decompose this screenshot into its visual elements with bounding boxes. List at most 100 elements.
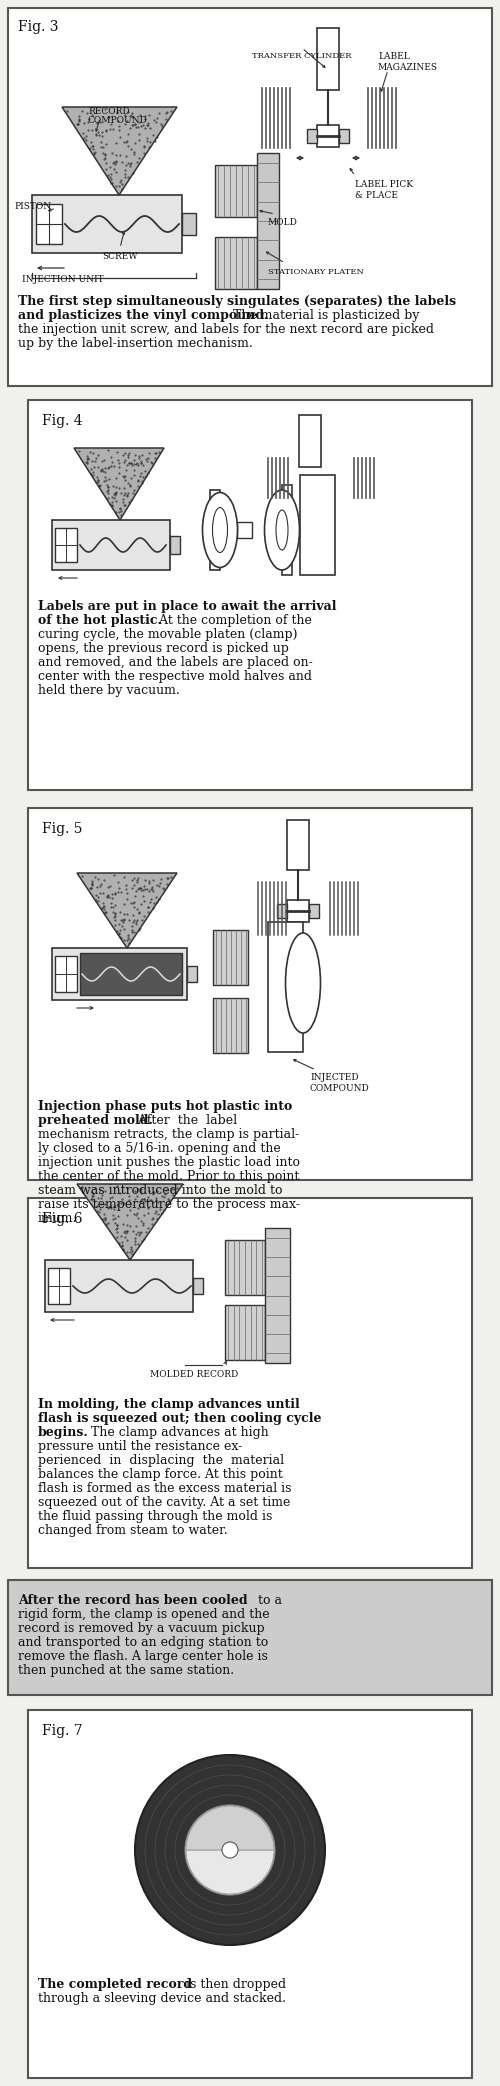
Text: The material is plasticized by: The material is plasticized by	[229, 309, 420, 321]
Text: MOLDED RECORD: MOLDED RECORD	[150, 1371, 238, 1379]
Bar	[317, 27, 339, 90]
Text: flash is squeezed out; then cooling cycle: flash is squeezed out; then cooling cycl…	[38, 1412, 322, 1425]
Text: Fig. 4: Fig. 4	[42, 413, 82, 428]
Text: ly closed to a 5/16-in. opening and the: ly closed to a 5/16-in. opening and the	[38, 1141, 281, 1156]
Text: LABEL
MAGAZINES: LABEL MAGAZINES	[378, 52, 438, 71]
Bar	[28, 807, 472, 1181]
Bar	[300, 476, 335, 576]
Ellipse shape	[264, 490, 300, 569]
Text: COMPOUND: COMPOUND	[88, 117, 148, 125]
Text: Labels are put in place to await the arrival: Labels are put in place to await the arr…	[38, 601, 337, 613]
Bar	[55, 528, 77, 561]
Bar	[28, 401, 472, 791]
Text: of the hot plastic.: of the hot plastic.	[38, 613, 162, 628]
Ellipse shape	[212, 507, 228, 553]
Text: changed from steam to water.: changed from steam to water.	[38, 1525, 228, 1537]
Bar	[182, 213, 196, 236]
Bar	[215, 238, 257, 290]
Bar	[213, 930, 248, 985]
Bar	[28, 1197, 472, 1569]
Bar	[282, 486, 292, 576]
Bar	[317, 125, 339, 146]
Bar	[265, 1229, 290, 1362]
Text: TRANSFER CYLINDER: TRANSFER CYLINDER	[252, 52, 352, 60]
Text: steam was introduced into the mold to: steam was introduced into the mold to	[38, 1185, 282, 1197]
Text: rigid form, the clamp is opened and the: rigid form, the clamp is opened and the	[18, 1608, 270, 1621]
Bar	[339, 129, 349, 144]
Bar	[170, 536, 180, 555]
Bar	[277, 903, 287, 918]
Bar	[48, 1268, 70, 1304]
Bar	[52, 519, 170, 569]
Ellipse shape	[202, 492, 237, 567]
Text: remove the flash. A large center hole is: remove the flash. A large center hole is	[18, 1650, 268, 1663]
Bar	[287, 899, 309, 922]
Text: is then dropped: is then dropped	[182, 1978, 286, 1990]
Text: PISTON: PISTON	[14, 202, 51, 211]
Circle shape	[135, 1754, 325, 1944]
Text: to a: to a	[254, 1594, 282, 1606]
Text: STATIONARY PLATEN: STATIONARY PLATEN	[268, 267, 364, 275]
Bar	[257, 152, 279, 290]
Text: MOLD: MOLD	[268, 219, 298, 227]
Bar	[32, 194, 182, 252]
Text: Fig. 3: Fig. 3	[18, 21, 59, 33]
Circle shape	[185, 1804, 275, 1894]
Bar	[225, 1239, 265, 1295]
Ellipse shape	[286, 932, 320, 1033]
Text: INJECTION UNIT: INJECTION UNIT	[22, 275, 103, 284]
Text: imum.: imum.	[38, 1212, 78, 1224]
Circle shape	[222, 1842, 238, 1859]
Bar	[52, 947, 187, 999]
Bar	[287, 820, 309, 870]
Text: flash is formed as the excess material is: flash is formed as the excess material i…	[38, 1481, 292, 1496]
Text: record is removed by a vacuum pickup: record is removed by a vacuum pickup	[18, 1623, 264, 1635]
Bar	[225, 1306, 265, 1360]
Text: and transported to an edging station to: and transported to an edging station to	[18, 1635, 268, 1650]
Polygon shape	[77, 1185, 183, 1260]
Text: The clamp advances at high: The clamp advances at high	[83, 1427, 269, 1439]
Text: opens, the previous record is picked up: opens, the previous record is picked up	[38, 642, 289, 655]
Text: SCREW: SCREW	[102, 252, 138, 261]
Text: preheated mold.: preheated mold.	[38, 1114, 153, 1126]
Text: center with the respective mold halves and: center with the respective mold halves a…	[38, 670, 312, 682]
Text: through a sleeving device and stacked.: through a sleeving device and stacked.	[38, 1992, 286, 2005]
Text: up by the label-insertion mechanism.: up by the label-insertion mechanism.	[18, 338, 253, 350]
Text: Fig. 5: Fig. 5	[42, 822, 82, 836]
Bar	[8, 8, 492, 386]
Text: pressure until the resistance ex-: pressure until the resistance ex-	[38, 1439, 242, 1454]
Text: Fig. 7: Fig. 7	[42, 1723, 82, 1738]
Text: The completed record: The completed record	[38, 1978, 192, 1990]
Text: At the completion of the: At the completion of the	[155, 613, 312, 628]
Bar	[55, 955, 77, 993]
Wedge shape	[186, 1806, 274, 1850]
Polygon shape	[74, 448, 164, 519]
Bar	[299, 415, 321, 467]
Text: After the record has been cooled: After the record has been cooled	[18, 1594, 248, 1606]
Text: balances the clamp force. At this point: balances the clamp force. At this point	[38, 1469, 283, 1481]
Polygon shape	[77, 874, 177, 947]
Ellipse shape	[276, 509, 288, 551]
Text: the fluid passing through the mold is: the fluid passing through the mold is	[38, 1510, 272, 1523]
Text: Fig. 6: Fig. 6	[42, 1212, 82, 1227]
Bar	[187, 966, 197, 983]
Text: After  the  label: After the label	[130, 1114, 237, 1126]
Text: INJECTED
COMPOUND: INJECTED COMPOUND	[310, 1072, 370, 1093]
Bar	[28, 1711, 472, 2078]
Bar	[36, 204, 62, 244]
Polygon shape	[62, 106, 177, 194]
Bar	[215, 165, 257, 217]
Text: Injection phase puts hot plastic into: Injection phase puts hot plastic into	[38, 1099, 292, 1114]
Text: begins.: begins.	[38, 1427, 89, 1439]
Bar	[8, 1579, 492, 1696]
Text: In molding, the clamp advances until: In molding, the clamp advances until	[38, 1398, 300, 1410]
Text: squeezed out of the cavity. At a set time: squeezed out of the cavity. At a set tim…	[38, 1496, 290, 1508]
Bar	[210, 490, 220, 569]
Bar	[237, 522, 252, 538]
Text: and plasticizes the vinyl compound.: and plasticizes the vinyl compound.	[18, 309, 268, 321]
Bar	[80, 953, 182, 995]
Text: RECORD: RECORD	[88, 106, 130, 117]
Text: LABEL PICK
& PLACE: LABEL PICK & PLACE	[355, 179, 413, 200]
Bar	[193, 1279, 203, 1293]
Text: perienced  in  displacing  the  material: perienced in displacing the material	[38, 1454, 284, 1466]
